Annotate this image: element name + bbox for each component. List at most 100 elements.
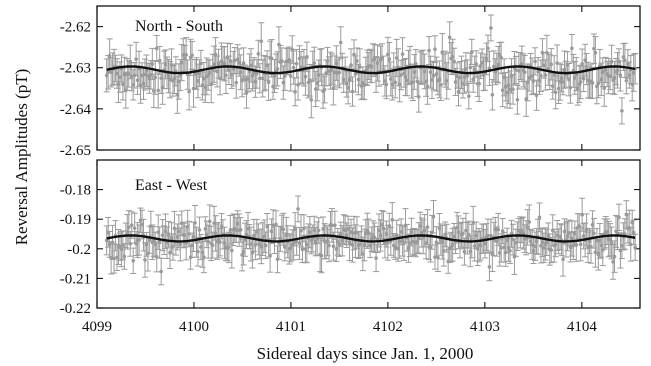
data-point — [350, 243, 355, 247]
data-point — [166, 232, 171, 237]
data-point — [590, 223, 595, 227]
data-point — [418, 224, 423, 228]
data-point — [305, 55, 309, 59]
data-point — [555, 233, 559, 238]
data-point — [157, 58, 162, 63]
data-point — [175, 235, 180, 239]
data-point — [545, 240, 549, 245]
data-point — [341, 77, 346, 82]
data-point — [471, 77, 476, 82]
data-point — [115, 71, 119, 76]
data-point — [514, 68, 518, 72]
data-point — [439, 83, 443, 87]
data-point — [230, 248, 234, 253]
data-point — [502, 245, 506, 250]
data-point — [472, 244, 477, 248]
data-point — [402, 71, 406, 76]
data-point — [581, 77, 586, 81]
data-point — [154, 46, 159, 51]
data-point — [269, 229, 274, 234]
data-point — [344, 82, 349, 86]
data-point — [358, 242, 362, 247]
data-point — [515, 97, 520, 102]
data-point — [620, 109, 624, 113]
data-point — [128, 242, 133, 246]
data-point — [534, 239, 539, 243]
data-point — [478, 63, 483, 68]
data-point — [492, 64, 496, 69]
data-point — [222, 62, 227, 66]
data-point — [143, 72, 147, 77]
data-point — [152, 89, 156, 93]
data-point — [163, 62, 168, 67]
data-point — [275, 67, 280, 71]
data-point — [262, 234, 267, 239]
data-point — [465, 74, 470, 78]
data-point — [562, 67, 567, 72]
data-point — [135, 78, 140, 83]
data-point — [296, 83, 300, 87]
y-tick-label: -0.19 — [60, 212, 91, 228]
data-point — [352, 52, 356, 57]
data-point — [134, 241, 138, 246]
data-point — [408, 241, 412, 245]
x-ticks: 4099 4100 4101 4102 4103 4104 — [82, 6, 597, 335]
data-point — [465, 236, 470, 241]
data-point — [543, 73, 548, 77]
data-point — [416, 236, 421, 240]
data-point — [434, 72, 439, 76]
data-point — [558, 79, 562, 84]
data-point — [565, 234, 570, 238]
data-point — [121, 243, 125, 248]
data-point — [290, 47, 294, 52]
data-point — [369, 64, 374, 69]
data-point — [157, 240, 162, 245]
data-point — [624, 78, 629, 83]
data-point — [165, 240, 169, 245]
data-point — [620, 244, 624, 248]
data-point — [497, 251, 502, 255]
data-point — [474, 62, 478, 66]
data-point — [546, 234, 551, 238]
data-point — [598, 239, 602, 243]
data-point — [558, 234, 562, 239]
data-point — [553, 90, 558, 95]
data-point — [327, 243, 331, 248]
data-point — [197, 228, 202, 232]
data-point — [349, 230, 353, 234]
data-point — [110, 240, 115, 245]
data-point — [578, 80, 583, 84]
data-point — [206, 239, 211, 244]
data-point — [443, 232, 448, 237]
data-point — [283, 245, 287, 249]
data-point — [338, 232, 343, 237]
data-point — [450, 54, 455, 59]
data-point — [369, 237, 374, 242]
data-point — [300, 247, 305, 252]
data-point — [383, 79, 387, 83]
data-point — [331, 244, 336, 248]
data-point — [213, 52, 218, 57]
x-tick-label: 4101 — [276, 319, 306, 335]
data-point — [511, 87, 515, 92]
data-point — [200, 83, 205, 87]
data-point — [525, 225, 530, 230]
data-point — [187, 89, 191, 94]
data-point — [612, 254, 617, 259]
data-point — [238, 228, 243, 232]
data-point — [122, 254, 127, 259]
data-point — [259, 244, 264, 249]
data-point — [583, 58, 587, 63]
data-point — [577, 224, 582, 228]
data-point — [450, 242, 455, 247]
data-point — [294, 239, 299, 244]
data-point — [586, 245, 590, 250]
data-point — [570, 46, 574, 51]
data-point — [393, 80, 398, 85]
data-point — [425, 84, 430, 89]
data-point — [505, 238, 509, 243]
data-point — [190, 53, 194, 58]
data-point — [177, 229, 181, 234]
data-point — [131, 82, 135, 87]
data-point — [580, 212, 584, 217]
